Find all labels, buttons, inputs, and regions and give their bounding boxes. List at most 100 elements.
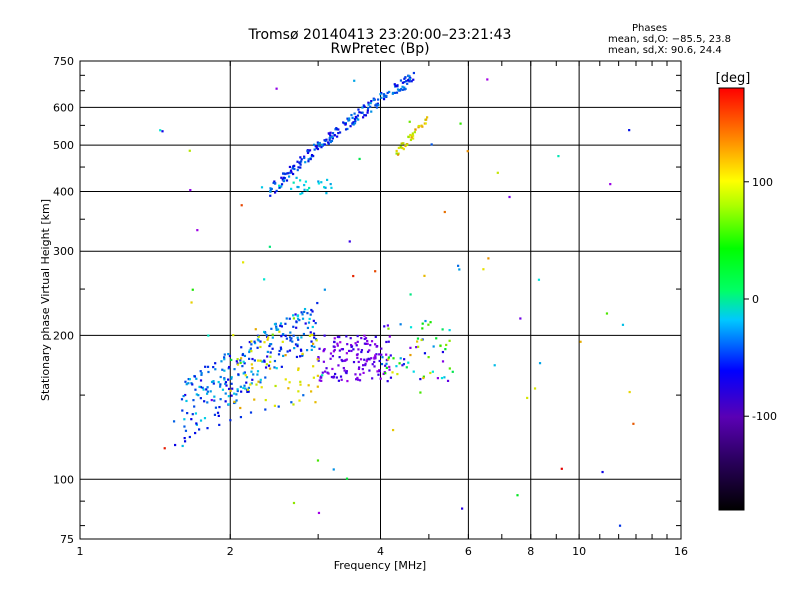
data-point [297, 368, 300, 372]
data-point [247, 386, 250, 390]
data-point [341, 348, 345, 351]
data-point [269, 188, 273, 191]
data-point [367, 103, 370, 106]
data-point [415, 346, 418, 349]
data-point [409, 353, 412, 357]
data-point [214, 368, 217, 371]
data-point [280, 176, 283, 179]
data-point [259, 378, 262, 381]
data-point [212, 365, 215, 369]
data-point [264, 376, 267, 379]
data-point [367, 357, 370, 360]
data-point [364, 363, 367, 367]
data-point [263, 278, 266, 281]
data-point [380, 353, 383, 356]
data-point [233, 400, 236, 403]
data-point [322, 350, 325, 353]
data-point [388, 368, 391, 371]
data-point [219, 398, 222, 401]
x-axis-label: Frequency [MHz] [334, 559, 426, 572]
data-point [266, 355, 269, 358]
data-point [273, 366, 276, 369]
data-point [256, 346, 259, 349]
data-point [250, 370, 253, 373]
data-point [307, 158, 310, 161]
data-point [377, 373, 380, 376]
data-point [391, 371, 394, 374]
data-point [227, 403, 230, 406]
data-point [303, 155, 306, 158]
data-point [420, 338, 423, 342]
data-point [302, 332, 306, 336]
data-point [363, 334, 366, 337]
data-point [345, 477, 349, 480]
data-point [329, 140, 332, 144]
data-point [409, 138, 413, 142]
data-point [366, 109, 369, 112]
data-point [269, 190, 272, 193]
data-point [278, 186, 282, 189]
data-point [371, 377, 374, 380]
data-point [292, 501, 296, 505]
data-point [190, 382, 193, 385]
data-point [221, 388, 225, 391]
data-point [557, 155, 560, 158]
data-point [299, 161, 302, 164]
data-point [194, 431, 197, 435]
data-point [200, 373, 203, 376]
data-point [396, 372, 399, 376]
data-point [312, 376, 315, 379]
data-point [393, 83, 396, 86]
data-point [199, 419, 203, 422]
data-point [248, 349, 251, 352]
data-point [267, 336, 270, 339]
data-point [406, 79, 410, 82]
data-point [187, 382, 190, 385]
data-point [370, 100, 373, 103]
data-point [381, 356, 384, 359]
data-point [496, 171, 499, 174]
data-point [352, 123, 355, 126]
data-point [348, 240, 351, 243]
data-point [199, 370, 202, 373]
data-point [245, 376, 249, 379]
data-point [396, 84, 399, 87]
data-point [401, 85, 404, 88]
data-point [399, 79, 403, 82]
data-point [374, 270, 377, 273]
data-point [288, 171, 291, 174]
data-point [306, 326, 310, 330]
data-point [382, 93, 385, 96]
data-point [293, 167, 296, 171]
data-point [363, 337, 366, 341]
data-point [290, 401, 293, 404]
data-point [351, 116, 354, 119]
data-point [516, 494, 519, 497]
data-point [313, 336, 316, 339]
data-point [364, 114, 368, 117]
data-point [205, 392, 209, 395]
data-point [304, 161, 307, 164]
data-point [312, 342, 315, 345]
data-point [227, 367, 230, 370]
data-point [409, 326, 413, 329]
data-point [632, 422, 635, 425]
data-point [297, 367, 300, 370]
data-point [352, 121, 355, 124]
data-point [352, 360, 356, 364]
data-point [250, 363, 253, 366]
data-point [358, 157, 361, 161]
data-point [230, 376, 233, 379]
data-point [324, 186, 327, 189]
data-point [315, 145, 318, 148]
data-point [378, 359, 381, 363]
data-point [240, 204, 243, 207]
data-point [259, 359, 262, 362]
data-point [257, 359, 260, 362]
data-point [402, 147, 405, 151]
data-point [242, 360, 245, 363]
data-point [220, 360, 223, 363]
data-point [378, 353, 381, 356]
data-point [199, 397, 202, 400]
